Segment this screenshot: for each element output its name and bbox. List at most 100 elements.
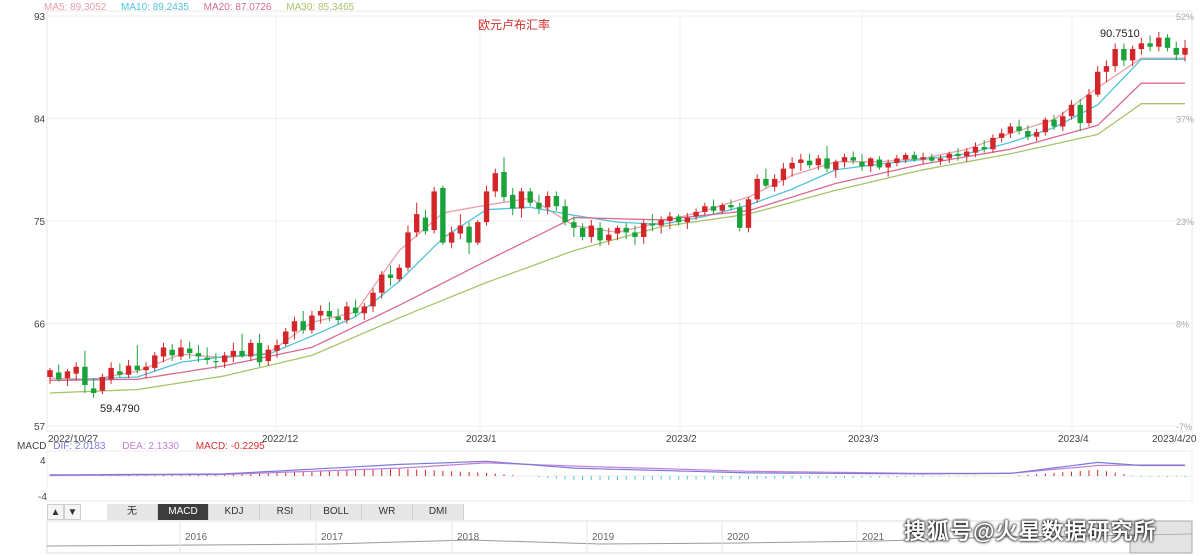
candle-body: [64, 371, 71, 379]
gridlines: [47, 11, 1192, 431]
candle-body: [929, 157, 935, 161]
candle-body: [1060, 116, 1066, 127]
ma-lines: [49, 57, 1185, 394]
candle-body: [1086, 94, 1092, 124]
candle-body: [536, 202, 542, 209]
candles: [47, 31, 1188, 398]
x-axis: 2022/10/27 2022/12 2023/1 2023/2 2023/3 2023/…: [48, 434, 1197, 445]
candle-body: [833, 161, 839, 170]
candle-body: [1051, 119, 1057, 127]
candle-body: [780, 168, 787, 180]
candle-body: [518, 191, 525, 209]
navigator-selection[interactable]: [1129, 520, 1193, 554]
tab-boll[interactable]: BOLL: [311, 504, 362, 520]
watermark: 搜狐号@火星数据研究所: [904, 519, 1157, 544]
dea-legend: DEA: 2.1330: [122, 441, 179, 452]
candle-body: [440, 187, 446, 243]
candle-body: [684, 217, 691, 223]
candle-body: [396, 267, 402, 280]
candle-body: [815, 158, 822, 166]
candle-body: [186, 348, 193, 354]
macd-tick-bottom: -4: [38, 492, 47, 503]
candle-body: [902, 154, 909, 160]
navigator-line: [46, 533, 1193, 547]
chart-title: 欧元卢布汇率: [478, 17, 550, 32]
tab-dmi[interactable]: DMI: [413, 504, 464, 520]
y-tick-label: 84: [34, 115, 46, 126]
candle-body: [771, 178, 778, 187]
navigator-year-label: 2019: [592, 532, 615, 543]
candle-body: [719, 205, 725, 211]
candle-body: [492, 173, 498, 192]
candle-body: [1147, 43, 1153, 47]
candle-body: [1077, 104, 1083, 124]
candle-body: [230, 350, 237, 357]
tab-none[interactable]: 无: [107, 504, 158, 520]
candle-body: [475, 222, 481, 243]
candle-body: [125, 365, 132, 375]
candle-body: [1112, 49, 1118, 67]
candle-body: [981, 146, 987, 150]
navigator-year-label: 2017: [321, 532, 344, 543]
candle-body: [597, 227, 603, 241]
candle-body: [405, 232, 411, 268]
candle-body: [859, 161, 865, 167]
ma-legend: MA5: 89.3052 MA10: 89.2435 MA20: 87.0726…: [44, 2, 366, 13]
candle-body: [352, 307, 359, 314]
candle-body: [571, 222, 577, 228]
candle-body: [920, 157, 926, 160]
candle-body: [213, 361, 219, 363]
candle-body: [387, 274, 394, 278]
candle-body: [1103, 66, 1110, 72]
candle-body: [248, 342, 254, 357]
candle-body: [614, 227, 621, 234]
navigator-year-label: 2020: [727, 532, 750, 543]
candle-body: [640, 223, 647, 237]
macd-title: MACD: [17, 441, 47, 452]
candle-body: [1033, 132, 1040, 137]
scroll-down-button[interactable]: ▼: [64, 504, 81, 520]
x-tick-label: 2023/4/20: [1152, 434, 1197, 445]
candle-body: [972, 146, 979, 153]
dif-legend: DIF: 2.0183: [53, 441, 106, 452]
candle-body: [728, 205, 734, 208]
candle-body: [90, 388, 97, 393]
candle-body: [623, 227, 629, 233]
candle-body: [964, 151, 970, 157]
candle-body: [946, 153, 952, 159]
candle-body: [448, 232, 455, 243]
candle-body: [1173, 47, 1179, 55]
scroll-up-button[interactable]: ▲: [47, 504, 64, 520]
tab-wr[interactable]: WR: [362, 504, 413, 520]
tab-rsi[interactable]: RSI: [260, 504, 311, 520]
candle-body: [579, 227, 586, 237]
tab-macd[interactable]: MACD: [158, 504, 209, 520]
candle-body: [309, 315, 315, 331]
y-right-tick-label: -7%: [1176, 422, 1192, 432]
candle-body: [152, 355, 158, 368]
candle-body: [143, 366, 149, 371]
ma20-line: [49, 82, 1185, 382]
candle-body: [1016, 126, 1022, 132]
candle-body: [553, 195, 560, 207]
candle-body: [510, 194, 516, 209]
candle-body: [824, 158, 830, 169]
candle-body: [457, 225, 464, 234]
candle-body: [221, 355, 228, 363]
candle-body: [239, 350, 245, 357]
navigator-year-label: 2021: [862, 532, 885, 543]
candle-body: [483, 191, 490, 223]
y-tick-label: 66: [34, 320, 46, 331]
candle-body: [562, 206, 568, 223]
candle-body: [702, 206, 708, 212]
y-right-tick-label: 52%: [1176, 12, 1194, 22]
macd-bars: [49, 468, 1186, 481]
x-tick-label: 2023/1: [466, 434, 497, 445]
candle-body: [1164, 37, 1171, 48]
tab-kdj[interactable]: KDJ: [209, 504, 260, 520]
candle-body: [588, 225, 595, 237]
candle-body: [344, 306, 350, 321]
candle-body: [1182, 47, 1188, 55]
